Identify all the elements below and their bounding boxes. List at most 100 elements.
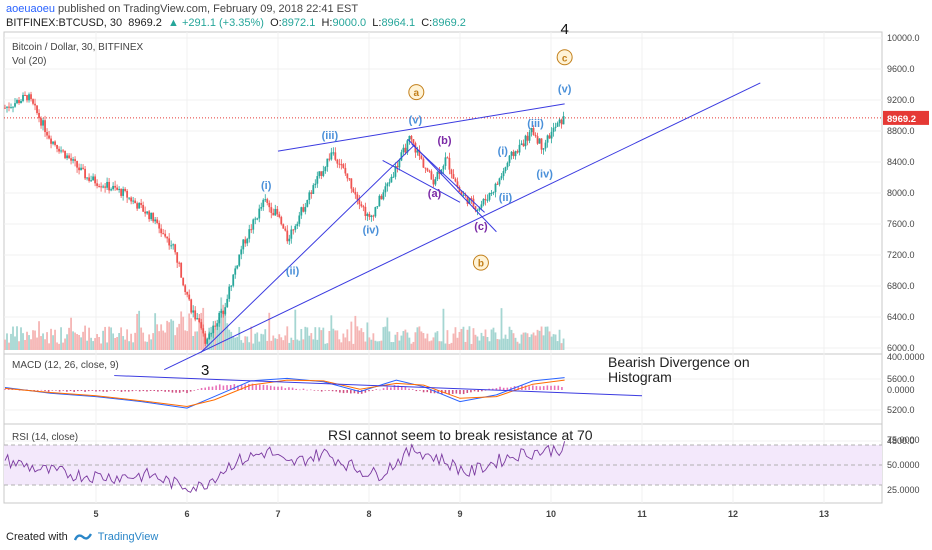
tradingview-brand-link[interactable]: TradingView xyxy=(97,531,159,543)
volume-bar xyxy=(292,339,295,350)
macd-tick-label: 400.0000 xyxy=(887,352,925,362)
volume-bar xyxy=(326,343,329,350)
candle-body xyxy=(416,150,419,153)
candle-body xyxy=(82,167,84,169)
volume-bar xyxy=(84,325,86,350)
volume-bar xyxy=(284,335,287,350)
candle-body xyxy=(98,185,100,187)
volume-bar xyxy=(542,335,545,350)
corrective-wave-badge xyxy=(472,254,489,271)
candle-body xyxy=(480,204,483,208)
candle-body xyxy=(394,166,397,177)
time-tick-label: 10 xyxy=(546,509,556,519)
candle-body xyxy=(26,95,28,101)
histogram-bar xyxy=(80,390,83,391)
histogram-bar xyxy=(120,390,123,392)
corrective-wave-label: (b) xyxy=(438,135,452,147)
candle-body xyxy=(48,135,50,139)
author-link[interactable]: aoeuaoeu xyxy=(6,3,55,15)
histogram-bar xyxy=(142,390,145,392)
candle-body xyxy=(96,183,98,186)
histogram-bar xyxy=(386,386,388,390)
corrective-wave-badge xyxy=(556,49,573,66)
rsi-tick-label: 75.0000 xyxy=(887,435,920,445)
corrective-wave-label: c xyxy=(562,53,568,64)
candle-body xyxy=(106,181,109,188)
volume-bar xyxy=(370,339,373,350)
volume-bar xyxy=(274,338,277,350)
volume-bar xyxy=(552,334,555,350)
candle-body xyxy=(286,230,289,242)
candle-body xyxy=(122,188,125,196)
histogram-bar xyxy=(73,390,75,392)
candle-body xyxy=(256,218,259,220)
volume-bar xyxy=(232,336,235,350)
volume-bar xyxy=(338,339,341,350)
histogram-bar xyxy=(488,388,490,390)
volume-bar xyxy=(400,335,403,350)
candle-body xyxy=(464,194,467,196)
candle-body xyxy=(64,150,66,159)
candle-body xyxy=(114,185,117,188)
candle-body xyxy=(258,208,261,219)
candle-body xyxy=(236,265,239,269)
histogram-bar xyxy=(335,390,338,392)
volume-bar xyxy=(62,342,64,350)
impulse-wave-label: (iii) xyxy=(322,130,339,142)
volume-bar xyxy=(222,304,225,350)
candle-body xyxy=(408,135,411,141)
volume-bar xyxy=(210,326,213,350)
histogram-bar xyxy=(11,389,14,390)
candle-body xyxy=(18,100,20,104)
histogram-bar xyxy=(117,390,119,391)
candle-body xyxy=(380,195,383,200)
candle-body xyxy=(146,211,149,214)
candle-body xyxy=(46,132,48,136)
volume-bar xyxy=(60,327,62,350)
chart-canvas[interactable]: 10000.09600.09200.08800.08400.08000.0760… xyxy=(0,0,932,528)
histogram-bar xyxy=(415,390,418,392)
created-with-label: Created with xyxy=(6,531,68,543)
candle-body xyxy=(196,318,199,320)
candle-body xyxy=(400,152,403,161)
volume-bar xyxy=(262,334,265,350)
histogram-bar xyxy=(47,390,50,392)
volume-bar xyxy=(264,329,267,350)
candle-body xyxy=(326,158,329,167)
histogram-bar xyxy=(397,385,399,390)
histogram-bar xyxy=(553,385,556,390)
candle-body xyxy=(544,142,547,149)
candle-body xyxy=(560,119,563,125)
candle-body xyxy=(80,167,82,171)
candle-body xyxy=(158,222,161,229)
candle-body xyxy=(40,118,42,126)
candle-body xyxy=(228,286,231,299)
candle-body xyxy=(178,262,181,264)
volume-bar xyxy=(184,330,187,350)
histogram-bar xyxy=(437,390,439,394)
candle-body xyxy=(226,298,229,308)
candle-body xyxy=(386,183,389,187)
rsi-tick-label: 50.0000 xyxy=(887,460,920,470)
volume-bar xyxy=(382,327,385,350)
candle-body xyxy=(476,210,479,212)
candle-body xyxy=(148,211,151,220)
volume-bar xyxy=(92,341,94,350)
candle-body xyxy=(86,177,88,179)
histogram-bar xyxy=(426,390,429,393)
histogram-bar xyxy=(448,390,450,395)
histogram-bar xyxy=(33,390,35,391)
candle-body xyxy=(232,274,235,286)
volume-bar xyxy=(384,326,387,350)
volume-bar xyxy=(246,336,249,350)
low-label: L: xyxy=(372,17,382,29)
histogram-bar xyxy=(200,387,203,390)
candle-body xyxy=(112,185,115,190)
candle-body xyxy=(450,169,453,175)
volume-bar xyxy=(150,339,153,350)
candle-body xyxy=(24,94,26,96)
histogram-bar xyxy=(346,390,348,393)
histogram-bar xyxy=(208,386,210,390)
volume-bar xyxy=(324,343,327,350)
histogram-bar xyxy=(360,390,363,394)
